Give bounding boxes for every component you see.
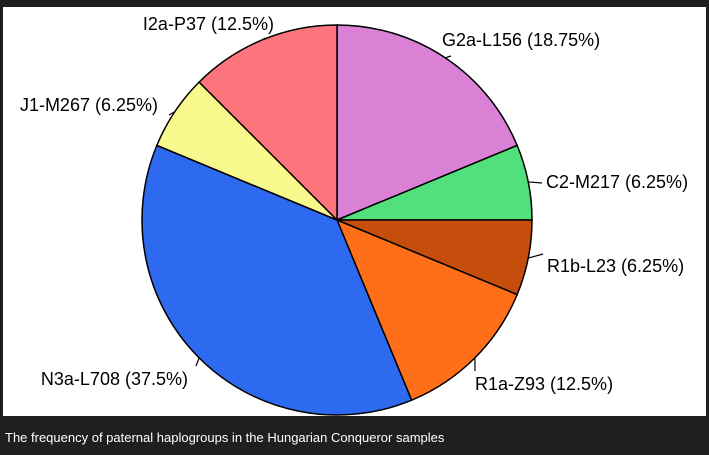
pie-label-leader-4	[195, 357, 200, 367]
pie-label-leader-5	[168, 111, 176, 116]
pie-slice-label-3: R1a-Z93 (12.5%)	[475, 374, 613, 394]
pie-label-leader-2	[528, 253, 544, 259]
pie-slice-3	[335, 218, 519, 402]
pie-slice-label-0: G2a-L156 (18.75%)	[442, 30, 600, 50]
pie-slice-label-1: C2-M217 (6.25%)	[546, 172, 688, 192]
pie-slice-0	[336, 24, 519, 222]
pie-slice-4	[141, 144, 413, 416]
pie-label-leader-1	[528, 181, 543, 184]
pie-slice-6	[198, 24, 338, 222]
pie-label-leader-6	[262, 37, 266, 41]
image-caption: The frequency of paternal haplogroups in…	[5, 430, 445, 445]
pie-chart: G2a-L156 (18.75%) C2-M217 (6.25%) R1b-L23 …	[20, 14, 688, 416]
pie-slice-label-2: R1b-L23 (6.25%)	[547, 256, 684, 276]
pie-slice-label-6: I2a-P37 (12.5%)	[143, 14, 274, 34]
pie-slice-label-4: N3a-L708 (37.5%)	[41, 369, 188, 389]
chart-image: G2a-L156 (18.75%) C2-M217 (6.25%) R1b-L23 …	[3, 7, 706, 416]
pie-slice-label-5: J1-M267 (6.25%)	[20, 95, 158, 115]
pie-label-leader-0	[445, 55, 452, 59]
